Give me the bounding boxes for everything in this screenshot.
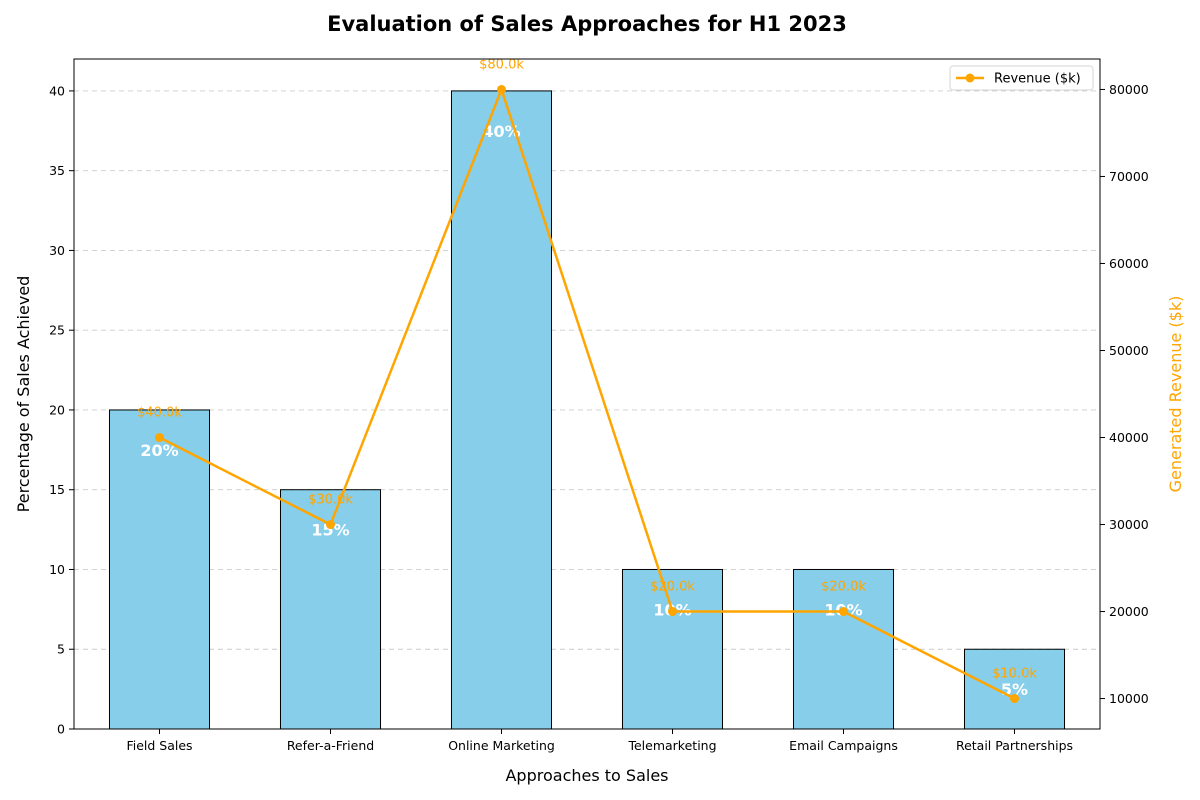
revenue-data-label: $80.0k <box>479 57 524 72</box>
legend-label: Revenue ($k) <box>994 72 1081 87</box>
chart-title: Evaluation of Sales Approaches for H1 20… <box>327 12 847 36</box>
y2-tick-label: 10000 <box>1109 691 1149 706</box>
revenue-data-label: $20.0k <box>821 580 866 595</box>
y2-tick-label: 80000 <box>1109 82 1149 97</box>
plot-frame <box>73 58 1101 730</box>
y-tick-label: 15 <box>49 482 65 497</box>
y2-tick-label: 70000 <box>1109 169 1149 184</box>
right-y-axis: 10000 20000 30000 40000 50000 60000 70000 80000 <box>1100 82 1149 706</box>
revenue-marker <box>326 520 335 530</box>
y2-axis-title: Generated Revenue ($k) <box>1166 296 1185 493</box>
bar <box>621 568 724 730</box>
revenue-data-label: $40.0k <box>137 406 182 421</box>
x-tick-label: Online Marketing <box>448 738 555 753</box>
legend: Revenue ($k) <box>949 65 1094 91</box>
bar <box>450 90 553 730</box>
x-axis-title: Approaches to Sales <box>505 766 668 785</box>
y2-tick-label: 40000 <box>1109 430 1149 445</box>
x-tick-label: Refer-a-Friend <box>287 738 374 753</box>
left-y-axis: 0 5 10 15 20 25 30 35 40 <box>49 83 74 737</box>
y2-tick-label: 60000 <box>1109 256 1149 271</box>
bar-series: 20%15%40%10%10%5% <box>108 90 1066 730</box>
y-tick-label: 30 <box>49 243 65 258</box>
y-tick-label: 20 <box>49 402 65 417</box>
revenue-marker <box>497 84 506 94</box>
revenue-marker <box>155 433 164 443</box>
y2-tick-label: 30000 <box>1109 517 1149 532</box>
y-tick-label: 0 <box>57 722 65 737</box>
bar <box>963 648 1066 730</box>
y-tick-label: 5 <box>57 642 65 657</box>
x-tick-label: Email Campaigns <box>789 738 898 753</box>
revenue-line-series: $40.0k $30.0k $80.0k $20.0k $20.0k $10.0k <box>137 57 1037 704</box>
revenue-line <box>158 88 1016 700</box>
legend-box <box>949 65 1094 91</box>
y-tick-label: 35 <box>49 163 65 178</box>
y-tick-label: 40 <box>49 83 65 98</box>
y-tick-label: 10 <box>49 562 65 577</box>
revenue-marker <box>668 607 677 617</box>
y-tick-label: 25 <box>49 323 65 338</box>
y-axis-title: Percentage of Sales Achieved <box>14 276 33 513</box>
bar <box>792 568 895 730</box>
x-axis: Field Sales Refer-a-Friend Online Marketin… <box>126 729 1073 753</box>
revenue-data-label: $10.0k <box>992 667 1037 682</box>
bar <box>108 409 211 730</box>
revenue-data-label: $30.0k <box>308 493 353 508</box>
y2-tick-label: 20000 <box>1109 604 1149 619</box>
revenue-marker <box>839 607 848 617</box>
bar-data-label: 40% <box>482 122 520 141</box>
bar <box>279 489 382 730</box>
x-tick-label: Telemarketing <box>627 738 716 753</box>
x-tick-label: Field Sales <box>126 738 192 753</box>
revenue-data-label: $20.0k <box>650 580 695 595</box>
y2-tick-label: 50000 <box>1109 343 1149 358</box>
x-tick-label: Retail Partnerships <box>956 738 1073 753</box>
revenue-marker <box>1010 694 1019 704</box>
bar-data-label: 20% <box>140 441 178 460</box>
legend-marker-swatch <box>965 73 975 83</box>
bar-data-label: 15% <box>311 521 349 540</box>
grid <box>74 90 1100 650</box>
